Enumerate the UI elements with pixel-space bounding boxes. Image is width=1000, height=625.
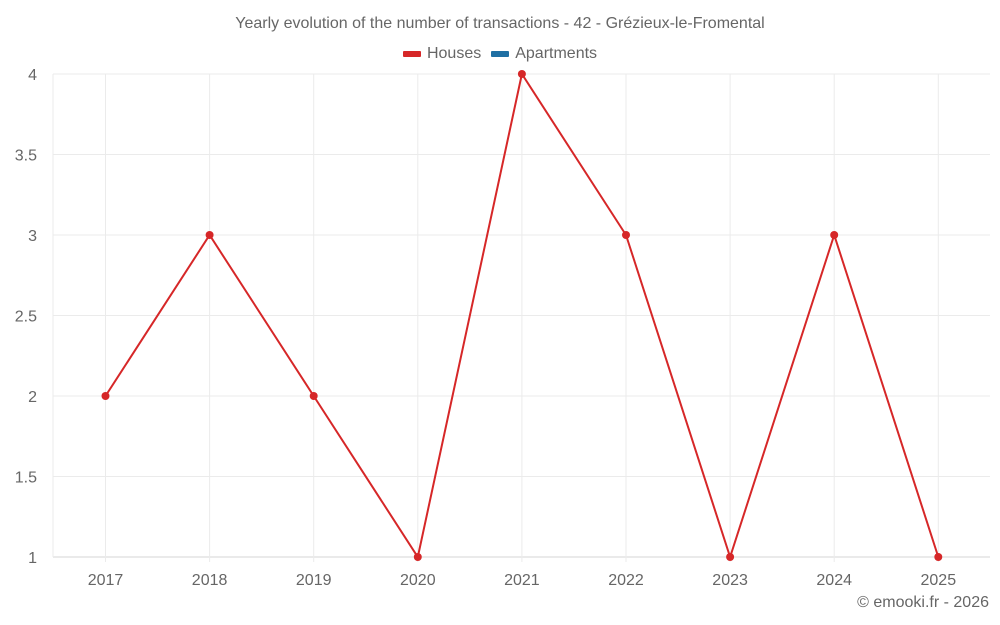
- data-point-marker[interactable]: [101, 392, 110, 400]
- y-tick-label: 2.5: [15, 309, 37, 326]
- x-tick-label: 2025: [921, 572, 957, 589]
- houses-swatch-icon: [402, 51, 421, 57]
- data-point-marker[interactable]: [517, 70, 526, 78]
- x-tick-label: 2018: [192, 572, 228, 589]
- chart-legend: Houses Apartments: [0, 45, 1000, 63]
- data-point-marker[interactable]: [726, 553, 735, 561]
- legend-item-houses[interactable]: Houses: [402, 45, 482, 63]
- legend-label-houses: Houses: [426, 45, 482, 62]
- y-tick-label: 3: [28, 228, 37, 245]
- apartments-swatch-icon: [491, 51, 510, 57]
- x-tick-label: 2024: [816, 572, 852, 589]
- copyright-footer: © emooki.fr - 2026: [857, 594, 989, 611]
- x-tick-label: 2022: [608, 572, 644, 589]
- chart-title: Yearly evolution of the number of transa…: [235, 15, 765, 32]
- legend-label-apartments: Apartments: [515, 45, 598, 62]
- data-point-marker[interactable]: [622, 231, 630, 239]
- data-point-marker[interactable]: [934, 553, 943, 561]
- x-tick-label: 2020: [400, 572, 436, 589]
- y-tick-label: 1.5: [15, 470, 37, 487]
- y-tick-label: 1: [28, 550, 37, 567]
- data-point-marker[interactable]: [205, 231, 214, 239]
- y-tick-label: 3.5: [15, 148, 37, 165]
- data-point-marker[interactable]: [413, 553, 422, 561]
- x-tick-label: 2021: [504, 572, 540, 589]
- x-tick-label: 2019: [296, 572, 332, 589]
- y-tick-label: 2: [28, 389, 37, 406]
- x-tick-label: 2023: [712, 572, 748, 589]
- data-point-marker[interactable]: [309, 392, 318, 400]
- y-tick-label: 4: [28, 67, 37, 84]
- x-tick-label: 2017: [88, 572, 124, 589]
- legend-item-apartments[interactable]: Apartments: [491, 45, 597, 63]
- data-point-marker[interactable]: [830, 231, 839, 239]
